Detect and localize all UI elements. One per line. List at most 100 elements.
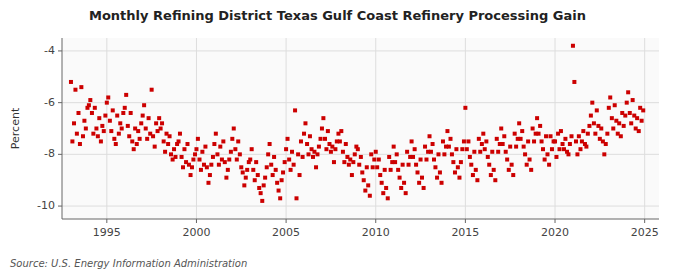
point — [504, 150, 508, 154]
point — [69, 80, 73, 84]
point — [266, 152, 270, 156]
point — [465, 147, 469, 151]
point — [501, 142, 505, 146]
point — [73, 88, 77, 92]
point — [507, 168, 511, 172]
point — [484, 139, 488, 143]
point — [404, 191, 408, 195]
point — [505, 158, 509, 162]
tick-label: 2000 — [182, 226, 210, 239]
points — [69, 44, 645, 203]
point — [559, 129, 563, 133]
point — [544, 134, 548, 138]
x-axis-line — [62, 219, 659, 220]
point — [173, 155, 177, 159]
tick-label: 2025 — [631, 226, 659, 239]
point — [88, 98, 92, 102]
point — [543, 158, 547, 162]
point — [198, 158, 202, 162]
point — [469, 163, 473, 167]
point — [428, 134, 432, 138]
tick-mark — [644, 219, 645, 223]
point — [115, 114, 119, 118]
point — [483, 147, 487, 151]
point — [575, 152, 579, 156]
point — [423, 145, 427, 149]
point — [623, 114, 627, 118]
point — [286, 137, 290, 141]
point — [402, 181, 406, 185]
point — [450, 152, 454, 156]
tick-mark — [58, 154, 62, 155]
tick-mark — [58, 102, 62, 103]
point — [284, 147, 288, 151]
tick-label: 2005 — [272, 226, 300, 239]
tick-mark — [375, 219, 376, 223]
point — [389, 168, 393, 172]
point — [129, 111, 133, 115]
point — [178, 132, 182, 136]
point — [629, 121, 633, 125]
point — [519, 137, 523, 141]
point — [265, 165, 269, 169]
title: Monthly Refining District Texas Gulf Coa… — [89, 8, 586, 23]
point — [420, 176, 424, 180]
point — [513, 132, 517, 136]
point — [595, 108, 599, 112]
point — [422, 186, 426, 190]
grid-line — [286, 38, 287, 219]
grid-line — [106, 38, 107, 219]
point — [136, 129, 140, 133]
point — [456, 165, 460, 169]
point — [577, 134, 581, 138]
point — [495, 137, 499, 141]
point — [196, 137, 200, 141]
point — [226, 168, 230, 172]
point — [332, 160, 336, 164]
point — [522, 145, 526, 149]
point — [344, 142, 348, 146]
point — [311, 155, 315, 159]
point — [375, 165, 379, 169]
point — [218, 145, 222, 149]
point — [157, 116, 161, 120]
point — [221, 139, 225, 143]
point — [91, 132, 95, 136]
point — [269, 163, 273, 167]
point — [363, 189, 367, 193]
point — [97, 116, 101, 120]
point — [537, 132, 541, 136]
point — [622, 124, 626, 128]
point — [132, 147, 136, 151]
point — [182, 147, 186, 151]
point — [356, 147, 360, 151]
point — [431, 142, 435, 146]
grid-line — [465, 38, 466, 219]
point — [508, 145, 512, 149]
point — [287, 158, 291, 162]
point — [347, 163, 351, 167]
point — [553, 139, 557, 143]
point — [241, 170, 245, 174]
point — [586, 132, 590, 136]
point — [486, 155, 490, 159]
point — [294, 196, 298, 200]
point — [359, 155, 363, 159]
point — [90, 111, 94, 115]
point — [193, 152, 197, 156]
grid-line — [375, 38, 376, 219]
point — [457, 176, 461, 180]
point — [558, 147, 562, 151]
point — [429, 150, 433, 154]
point — [417, 181, 421, 185]
point — [554, 155, 558, 159]
point — [211, 155, 215, 159]
point — [561, 142, 565, 146]
point — [277, 189, 281, 193]
grid-line — [62, 206, 659, 207]
point — [372, 158, 376, 162]
point — [490, 150, 494, 154]
axes: -10-8-6-41995200020052010201520202025 — [37, 38, 659, 239]
point — [532, 139, 536, 143]
point — [453, 170, 457, 174]
